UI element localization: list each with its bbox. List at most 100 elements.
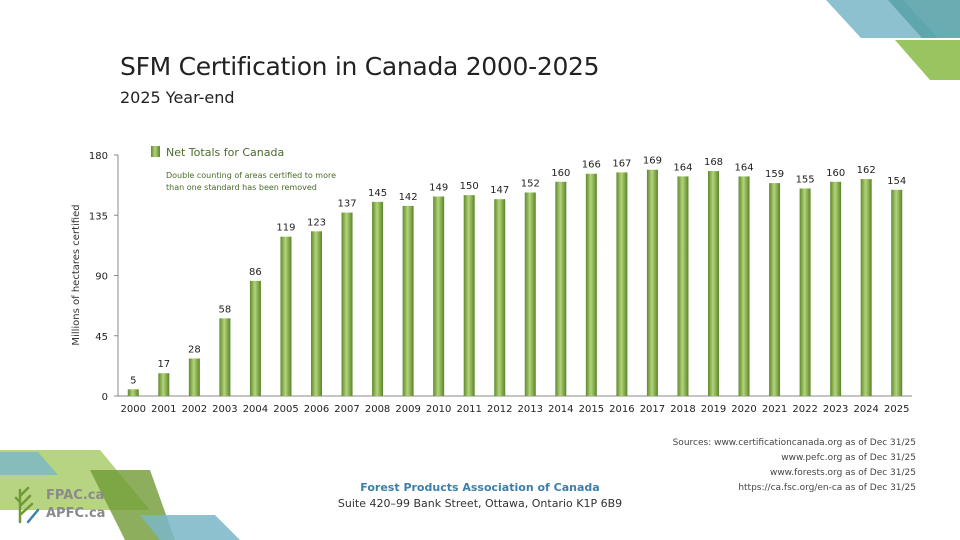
x-tick-label: 2013 (518, 404, 543, 415)
y-axis-label: Millions of hectares certified (71, 204, 82, 345)
logo-text-fpac: FPAC.ca (46, 488, 105, 503)
x-tick-label: 2018 (670, 404, 695, 415)
bar-2011 (463, 195, 475, 396)
data-label-2010: 149 (429, 183, 448, 194)
bar-2014 (555, 181, 567, 396)
x-tick-label: 2009 (395, 404, 420, 415)
data-label-2000: 5 (130, 375, 136, 386)
x-tick-label: 2022 (792, 404, 817, 415)
source-line: Sources: www.certificationcanada.org as … (672, 438, 916, 448)
data-label-2011: 150 (460, 181, 479, 192)
bar-2008 (372, 201, 384, 396)
source-line: www.forests.org as of Dec 31/25 (769, 468, 916, 478)
logo-text-apfc: APFC.ca (46, 506, 106, 521)
y-tick-label: 0 (102, 392, 108, 403)
x-tick-label: 2017 (640, 404, 665, 415)
x-tick-label: 2000 (121, 404, 146, 415)
data-label-2017: 169 (643, 156, 662, 167)
bar-2019 (708, 171, 719, 396)
x-tick-label: 2011 (456, 404, 481, 415)
note-line-2: than one standard has been removed (166, 183, 317, 192)
y-tick-label: 135 (89, 211, 108, 222)
bar-2003 (219, 318, 231, 396)
org-name: Forest Products Association of Canada (360, 481, 600, 494)
data-label-2001: 17 (157, 359, 170, 370)
data-label-2022: 155 (796, 174, 815, 185)
bar-2007 (341, 212, 353, 396)
x-tick-label: 2003 (212, 404, 237, 415)
bar-2025 (891, 189, 903, 396)
x-tick-label: 2012 (487, 404, 512, 415)
data-label-2008: 145 (368, 188, 387, 199)
data-label-2012: 147 (490, 185, 509, 196)
sources-block: Sources: www.certificationcanada.org as … (673, 436, 916, 496)
bar-2012 (494, 199, 506, 396)
data-label-2002: 28 (188, 345, 201, 356)
x-tick-label: 2021 (762, 404, 787, 415)
data-label-2024: 162 (857, 165, 876, 176)
org-address: Suite 420–99 Bank Street, Ottawa, Ontari… (337, 497, 623, 510)
x-tick-label: 2005 (273, 404, 298, 415)
data-label-2025: 154 (887, 176, 906, 187)
x-tick-label: 2023 (823, 404, 848, 415)
bar-2013 (524, 192, 536, 396)
data-label-2020: 164 (734, 162, 753, 173)
data-label-2007: 137 (337, 199, 356, 210)
bar-2005 (280, 236, 292, 396)
y-tick-label: 45 (95, 332, 108, 343)
data-label-2018: 164 (673, 162, 692, 173)
bar-2006 (311, 231, 322, 396)
source-line: https://ca.fsc.org/en-ca as of Dec 31/25 (738, 483, 916, 493)
bar-2002 (188, 358, 200, 396)
source-line: www.pefc.org as of Dec 31/25 (781, 453, 916, 463)
bar-2016 (616, 172, 628, 396)
data-label-2004: 86 (249, 267, 262, 278)
x-tick-label: 2002 (182, 404, 207, 415)
bar-2020 (738, 176, 750, 396)
x-tick-label: 2025 (884, 404, 909, 415)
bar-2010 (433, 196, 445, 396)
chart-subtitle: 2025 Year-end (120, 88, 235, 107)
y-tick-label: 90 (95, 272, 108, 283)
x-tick-label: 2019 (701, 404, 726, 415)
bar-2000 (127, 389, 139, 396)
data-label-2003: 58 (219, 304, 232, 315)
data-label-2014: 160 (551, 168, 570, 179)
bar-2009 (402, 205, 414, 396)
legend-swatch (151, 146, 160, 157)
x-tick-label: 2024 (853, 404, 878, 415)
x-tick-label: 2014 (548, 404, 573, 415)
data-label-2015: 166 (582, 160, 601, 171)
x-tick-label: 2006 (304, 404, 329, 415)
bar-2001 (158, 373, 170, 396)
bar-2021 (769, 183, 781, 396)
x-tick-label: 2016 (609, 404, 634, 415)
bar-2004 (249, 280, 261, 396)
data-label-2023: 160 (826, 168, 845, 179)
data-label-2006: 123 (307, 217, 326, 228)
bar-2017 (646, 169, 658, 396)
y-tick-label: 180 (89, 151, 108, 162)
bar-2023 (830, 181, 842, 396)
x-tick-label: 2010 (426, 404, 451, 415)
bar-2018 (677, 176, 689, 396)
data-label-2005: 119 (276, 223, 295, 234)
bar-2024 (860, 179, 872, 396)
data-label-2009: 142 (399, 192, 418, 203)
legend-label: Net Totals for Canada (166, 146, 284, 159)
bar-2015 (585, 173, 597, 396)
fpac-logo-icon (14, 486, 40, 524)
note-line-1: Double counting of areas certified to mo… (166, 171, 336, 180)
bar-2022 (799, 188, 811, 396)
x-tick-label: 2001 (151, 404, 176, 415)
data-label-2016: 167 (612, 158, 631, 169)
data-label-2021: 159 (765, 169, 784, 180)
data-label-2019: 168 (704, 157, 723, 168)
x-tick-label: 2007 (334, 404, 359, 415)
x-tick-label: 2020 (731, 404, 756, 415)
x-tick-label: 2015 (579, 404, 604, 415)
chart-title: SFM Certification in Canada 2000-2025 (120, 52, 600, 81)
x-tick-label: 2004 (243, 404, 268, 415)
